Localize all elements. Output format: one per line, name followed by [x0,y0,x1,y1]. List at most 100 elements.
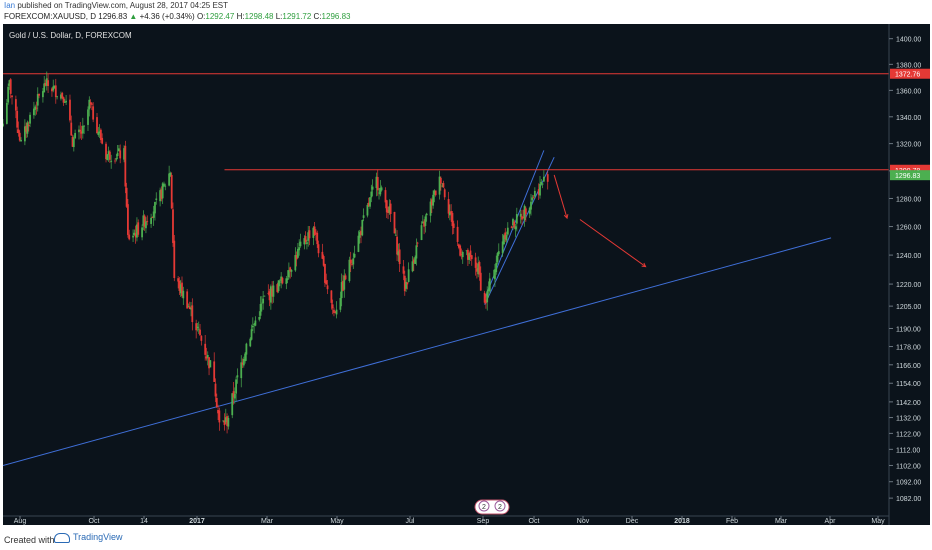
candle-body [258,317,261,320]
time-tick-label: Oct [529,518,540,525]
candle-body [512,219,514,226]
candle-body [358,232,361,238]
candle-body [227,417,230,427]
price-tick-label: 1178.00 [896,345,921,352]
candle-body [334,312,337,314]
candle-body [161,183,164,199]
candle-body [14,99,17,111]
candle-body [315,232,317,234]
candle-body [137,222,140,235]
publish-info: Ian published on TradingView.com, August… [4,1,228,10]
price-tick-label: 1205.00 [896,304,921,311]
last-price: 1296.83 [98,12,128,21]
price-tick-label: 1190.00 [896,326,921,333]
candle-body [351,264,353,265]
time-tick-label: Jul [406,518,415,525]
candle-body [20,139,22,142]
candle-body [11,95,13,98]
candle-body [70,122,73,136]
candle-body [233,393,236,399]
candle-body [69,99,71,121]
candle-body [298,247,301,251]
candle-body [116,152,119,156]
candle-body [44,83,47,86]
candle-body [542,176,545,182]
price-axis-background [889,24,930,525]
candle-body [441,185,444,187]
candle-body [128,234,131,240]
candle-body [397,251,400,256]
candle-body [89,102,92,105]
candle-body [361,220,364,236]
candle-body [304,236,307,242]
projection-arrow-head [563,214,569,220]
candle-body [9,79,12,94]
tradingview-brand[interactable]: TradingView [54,532,123,543]
candle-body [402,266,405,274]
candle-body [380,187,383,191]
candle-body [276,284,279,293]
candle-body [406,282,409,285]
candle-body [403,275,406,292]
event-badges[interactable]: 2 2 [474,499,510,515]
candle-body [533,190,536,197]
candle-body [539,183,541,196]
candle-body [524,208,527,215]
price-axis[interactable]: 1400.001380.001360.001340.001320.001300.… [888,24,921,525]
candle-body [214,383,217,397]
candle-body [325,280,328,285]
candle-body [466,249,469,260]
price-chart[interactable]: Gold / U.S. Dollar, D, FOREXCOM 1400.00 1… [2,24,930,525]
candle-body [88,99,91,110]
created-with-text: Created with [4,535,55,545]
time-tick-label: 2017 [189,518,205,525]
candle-body [348,259,351,281]
candle-body [115,158,118,160]
candle-body [496,253,499,263]
candle-body [425,213,428,216]
time-tick-label: Mar [261,518,274,525]
candle-body [429,201,432,216]
author-link[interactable]: Ian [4,1,16,10]
candle-body [16,110,19,128]
candle-body [405,281,407,289]
candle-body [101,137,104,144]
candle-body [277,280,280,292]
candle-body [196,326,199,329]
candle-body [459,245,462,256]
candle-body [65,100,68,103]
candle-body [488,278,491,292]
candle-body [385,200,388,213]
candle-body [253,324,256,326]
candle-body [501,241,504,254]
candle-body [468,253,471,260]
candle-body [215,397,218,408]
candle-body [540,181,543,185]
candle-body [71,137,74,147]
candle-body [294,255,297,271]
candle-body [108,151,111,160]
publication-header: Ian published on TradingView.com, August… [0,0,932,24]
candle-body [477,263,480,275]
plot-background [3,24,889,525]
candle-body [25,125,28,132]
candle-body [155,198,158,200]
candle-body [523,205,526,221]
candle-body [503,235,505,245]
candle-body [96,117,98,134]
candle-body [340,282,343,299]
tradingview-cloud-icon [54,532,70,543]
candle-body [119,150,122,159]
close-label: C: [313,12,322,21]
candle-body [442,183,445,188]
chart-container[interactable]: Gold / U.S. Dollar, D, FOREXCOM 1400.00 1… [2,24,930,525]
price-label-box [890,68,930,79]
candle-body [452,223,455,229]
time-tick-label: Mar [775,518,788,525]
low-value: 1291.72 [282,12,312,21]
candle-body [168,173,171,186]
candle-body [123,148,125,160]
candle-body [27,124,30,127]
time-axis[interactable]: Aug Oct 14 2017 Mar May Jul Sep Oct Nov Dec 2018 Feb… [3,515,889,525]
price-tick-label: 1380.00 [896,62,921,69]
